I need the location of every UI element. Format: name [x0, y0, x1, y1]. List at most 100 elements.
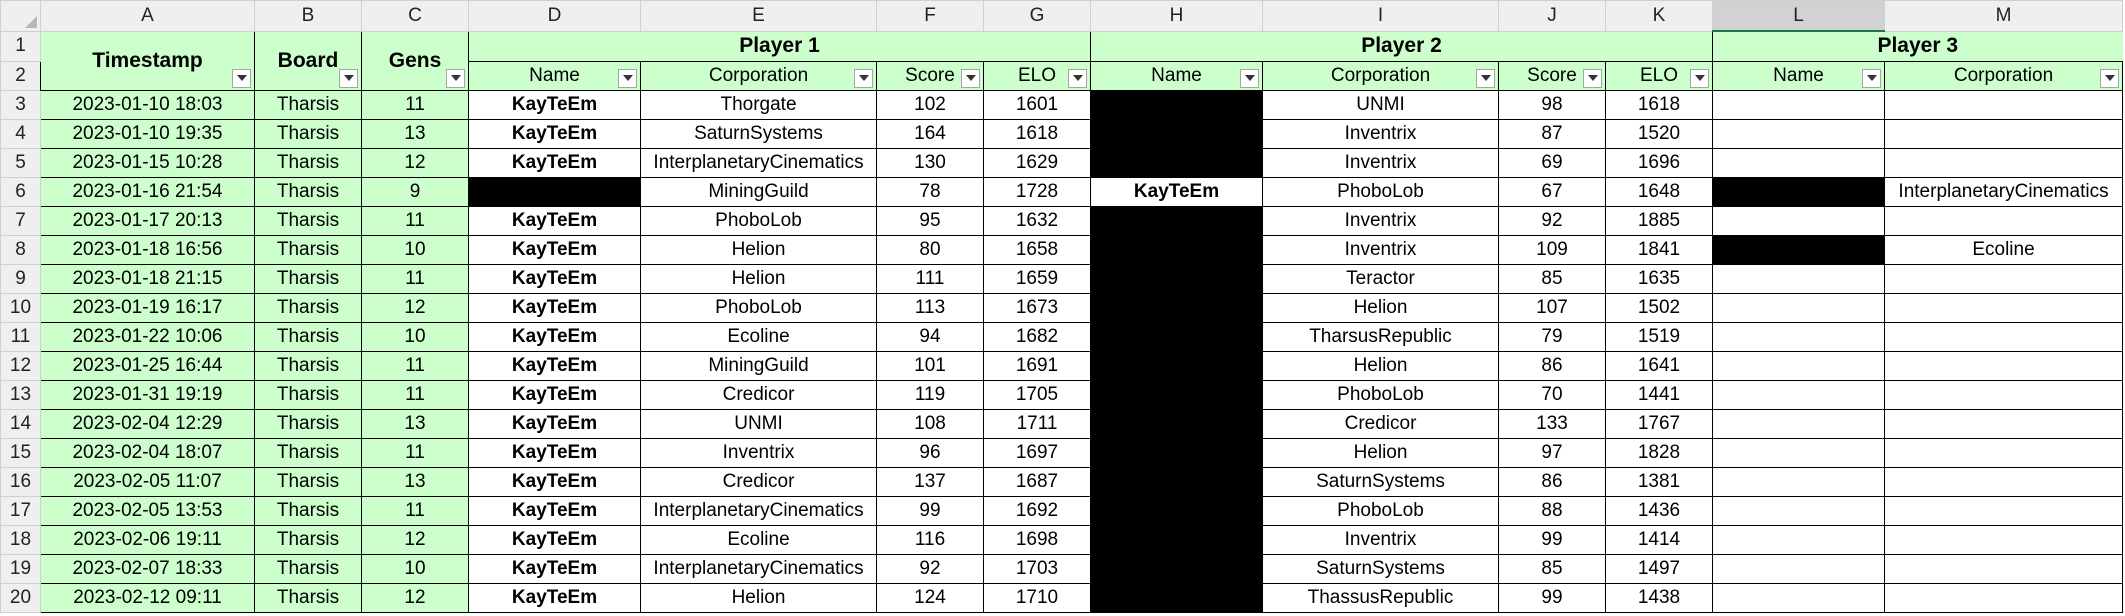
p1-name-cell[interactable]: KayTeEm: [468, 263, 641, 294]
gens-cell[interactable]: 12: [361, 582, 469, 613]
p2-score-cell[interactable]: 109: [1498, 234, 1606, 265]
timestamp-cell[interactable]: 2023-01-15 10:28: [40, 147, 255, 178]
p2-score-cell[interactable]: 87: [1498, 118, 1606, 149]
board-cell[interactable]: Tharsis: [254, 553, 362, 584]
board-cell[interactable]: Tharsis: [254, 234, 362, 265]
p1-corporation-cell[interactable]: Thorgate: [640, 89, 877, 120]
p3-corporation-cell[interactable]: [1884, 524, 2123, 555]
timestamp-header[interactable]: Timestamp: [40, 30, 255, 91]
player3-header[interactable]: Player 3: [1712, 30, 2123, 62]
board-cell[interactable]: Tharsis: [254, 524, 362, 555]
p2-elo-cell[interactable]: 1520: [1605, 118, 1713, 149]
p2-elo-cell[interactable]: 1648: [1605, 176, 1713, 207]
timestamp-cell[interactable]: 2023-02-06 19:11: [40, 524, 255, 555]
p2-score-cell[interactable]: 97: [1498, 437, 1606, 468]
gens-cell[interactable]: 13: [361, 118, 469, 149]
row-header[interactable]: 4: [0, 118, 41, 149]
player1-header[interactable]: Player 1: [468, 30, 1091, 62]
filter-dropdown-icon[interactable]: [1476, 68, 1495, 88]
p2-corporation-cell[interactable]: Credicor: [1262, 408, 1499, 439]
gens-cell[interactable]: 11: [361, 379, 469, 410]
filter-dropdown-icon[interactable]: [854, 68, 873, 88]
timestamp-cell[interactable]: 2023-02-04 18:07: [40, 437, 255, 468]
board-cell[interactable]: Tharsis: [254, 495, 362, 526]
row-header-2[interactable]: 2: [0, 60, 41, 91]
p1-elo-cell[interactable]: 1658: [983, 234, 1091, 265]
p2-elo-cell[interactable]: 1519: [1605, 321, 1713, 352]
p1-name-cell[interactable]: KayTeEm: [468, 147, 641, 178]
timestamp-cell[interactable]: 2023-01-25 16:44: [40, 350, 255, 381]
column-header-b[interactable]: B: [254, 0, 362, 32]
row-header[interactable]: 17: [0, 495, 41, 526]
row-header[interactable]: 8: [0, 234, 41, 265]
gens-cell[interactable]: 9: [361, 176, 469, 207]
filter-dropdown-icon[interactable]: [2100, 68, 2119, 88]
filter-dropdown-icon[interactable]: [1068, 68, 1087, 88]
board-cell[interactable]: Tharsis: [254, 437, 362, 468]
p1-score-cell[interactable]: 124: [876, 582, 984, 613]
column-header-f[interactable]: F: [876, 0, 984, 32]
p2-elo-cell[interactable]: 1441: [1605, 379, 1713, 410]
p3-name-cell[interactable]: [1712, 263, 1885, 294]
p2-name-cell[interactable]: [1090, 292, 1263, 323]
p3-name-cell[interactable]: [1712, 147, 1885, 178]
row-header[interactable]: 3: [0, 89, 41, 120]
p1-name-cell[interactable]: KayTeEm: [468, 437, 641, 468]
row-header[interactable]: 5: [0, 147, 41, 178]
gens-cell[interactable]: 12: [361, 147, 469, 178]
gens-cell[interactable]: 12: [361, 292, 469, 323]
p2-name-cell[interactable]: [1090, 147, 1263, 178]
timestamp-cell[interactable]: 2023-01-10 19:35: [40, 118, 255, 149]
p1-name-cell[interactable]: KayTeEm: [468, 292, 641, 323]
p3-corporation-cell[interactable]: [1884, 466, 2123, 497]
timestamp-cell[interactable]: 2023-01-17 20:13: [40, 205, 255, 236]
p3-corporation-cell[interactable]: [1884, 321, 2123, 352]
p2-name-cell[interactable]: [1090, 321, 1263, 352]
p3-name-cell[interactable]: [1712, 553, 1885, 584]
p2-corporation-cell[interactable]: TharsusRepublic: [1262, 321, 1499, 352]
p1-name-cell[interactable]: KayTeEm: [468, 379, 641, 410]
p2-name-cell[interactable]: [1090, 553, 1263, 584]
p1-score-cell[interactable]: 113: [876, 292, 984, 323]
column-header-m[interactable]: M: [1884, 0, 2123, 32]
p2-name-cell[interactable]: [1090, 350, 1263, 381]
column-header-a[interactable]: A: [40, 0, 255, 32]
p2-elo-cell[interactable]: 1497: [1605, 553, 1713, 584]
board-cell[interactable]: Tharsis: [254, 292, 362, 323]
p2-score-cell[interactable]: 107: [1498, 292, 1606, 323]
gens-cell[interactable]: 10: [361, 234, 469, 265]
p1-corporation-cell[interactable]: Credicor: [640, 466, 877, 497]
p2-elo-cell[interactable]: 1841: [1605, 234, 1713, 265]
board-cell[interactable]: Tharsis: [254, 89, 362, 120]
p2-score-cell[interactable]: 98: [1498, 89, 1606, 120]
p2-corporation-cell[interactable]: Helion: [1262, 292, 1499, 323]
p2-elo-cell[interactable]: 1635: [1605, 263, 1713, 294]
board-cell[interactable]: Tharsis: [254, 176, 362, 207]
p2-score-cell[interactable]: 85: [1498, 263, 1606, 294]
p2-elo-cell[interactable]: 1618: [1605, 89, 1713, 120]
p1-elo-cell[interactable]: 1632: [983, 205, 1091, 236]
row-header[interactable]: 7: [0, 205, 41, 236]
board-cell[interactable]: Tharsis: [254, 582, 362, 613]
p2-name-cell[interactable]: [1090, 263, 1263, 294]
row-header[interactable]: 9: [0, 263, 41, 294]
p3-corporation-cell[interactable]: [1884, 292, 2123, 323]
p1-corporation-cell[interactable]: Ecoline: [640, 524, 877, 555]
select-all-corner[interactable]: [0, 0, 41, 32]
board-cell[interactable]: Tharsis: [254, 408, 362, 439]
p1-name-cell[interactable]: KayTeEm: [468, 408, 641, 439]
p2-name-cell[interactable]: [1090, 408, 1263, 439]
p2-corporation-cell[interactable]: Inventrix: [1262, 234, 1499, 265]
p1-corporation-cell[interactable]: Helion: [640, 263, 877, 294]
p3-name-cell[interactable]: [1712, 350, 1885, 381]
filter-dropdown-icon[interactable]: [1862, 68, 1881, 88]
p1-score-cell[interactable]: 95: [876, 205, 984, 236]
p2-corporation-cell[interactable]: Inventrix: [1262, 118, 1499, 149]
p1-corporation-cell[interactable]: PhoboLob: [640, 292, 877, 323]
p1-elo-cell[interactable]: 1687: [983, 466, 1091, 497]
p3-name-cell[interactable]: [1712, 379, 1885, 410]
p1-score-cell[interactable]: 102: [876, 89, 984, 120]
p1-corporation-cell[interactable]: Ecoline: [640, 321, 877, 352]
p1-name-cell[interactable]: KayTeEm: [468, 234, 641, 265]
gens-cell[interactable]: 11: [361, 495, 469, 526]
